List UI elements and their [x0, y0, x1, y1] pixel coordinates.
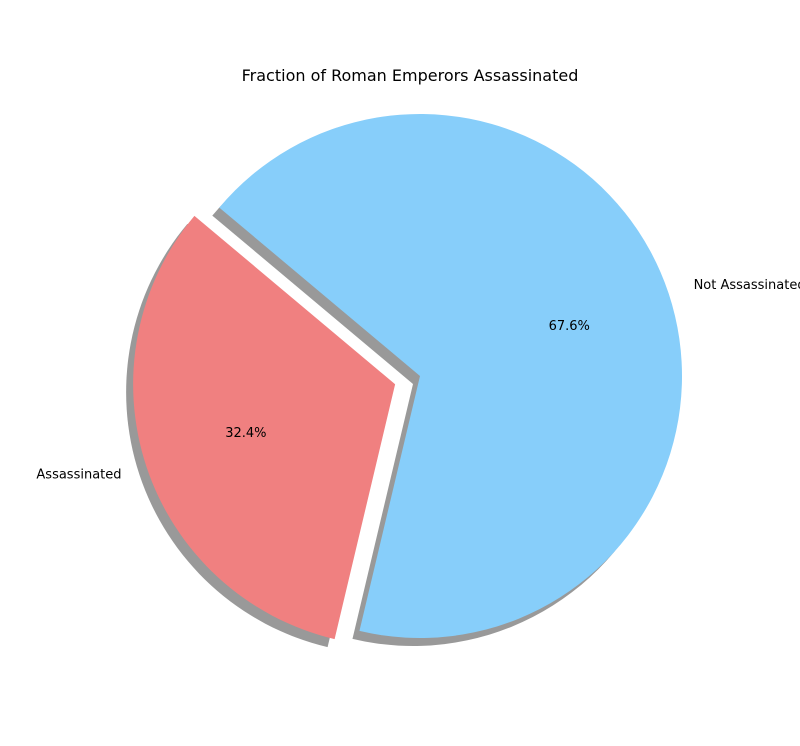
chart-title: Fraction of Roman Emperors Assassinated: [242, 66, 579, 85]
slice-percent-assassinated: 32.4%: [225, 426, 266, 441]
pie-slice-assassinated: [133, 215, 396, 640]
pie-slice-not-assassinated: [219, 114, 682, 638]
pie-slices: [133, 114, 682, 640]
pie-labels: Assassinated 32.4% Not Assassinated 67.6%: [36, 278, 800, 482]
slice-percent-not-assassinated: 67.6%: [549, 319, 590, 334]
slice-label-assassinated: Assassinated: [36, 467, 121, 482]
slice-label-not-assassinated: Not Assassinated: [694, 278, 800, 293]
